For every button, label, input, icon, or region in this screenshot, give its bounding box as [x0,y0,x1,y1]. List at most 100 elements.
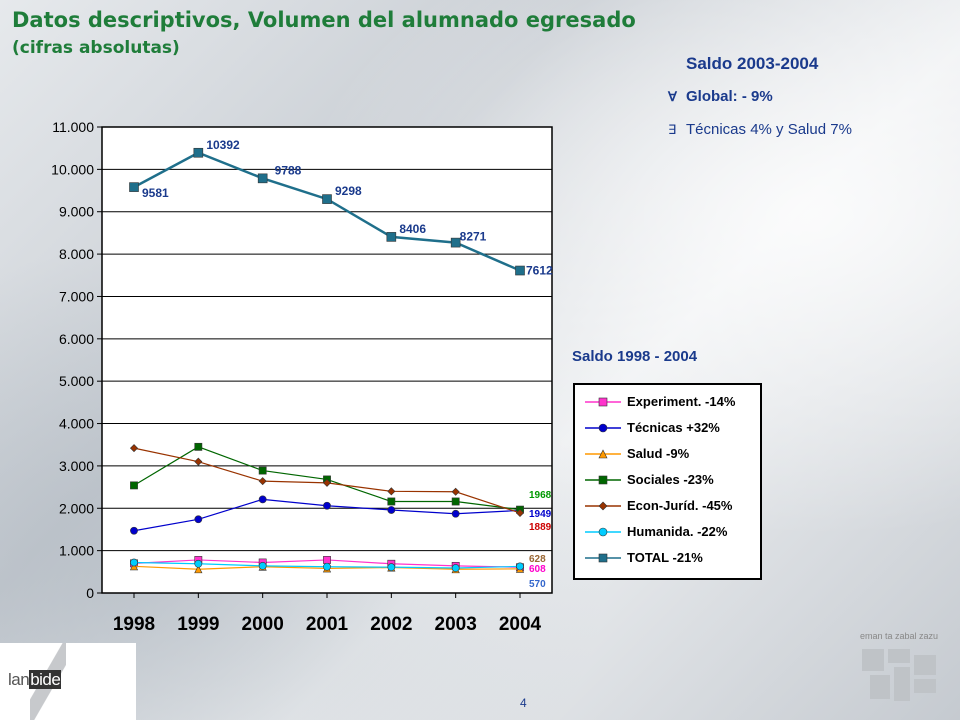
legend-swatch [585,397,621,407]
y-tick-label: 10.000 [51,161,94,177]
legend-label: Experiment. -14% [627,394,736,409]
chart-legend: Experiment. -14% Técnicas +32% Salud -9% So… [573,383,762,580]
data-point [387,487,396,496]
data-label: 10392 [206,138,240,152]
legend-label: Humanida. -22% [627,524,728,539]
legend-swatch [585,475,621,485]
end-value-label: 628 [529,554,546,565]
end-value-label: 1949 [529,509,552,520]
x-tick-label: 2003 [435,614,477,635]
legend-swatch-marker [598,501,608,511]
gov-tagline: eman ta zabal zazu [860,631,939,641]
data-point [387,563,396,572]
x-tick-label: 1998 [113,614,155,635]
y-tick-label: 11.000 [52,119,94,135]
logo-text-bide: bide [29,670,62,689]
x-tick-label: 1999 [177,614,219,635]
data-point [194,565,203,574]
data-label: 8271 [460,230,487,244]
x-tick-label: 2004 [499,614,542,635]
bullet-global: ∀ Global: - 9% [668,88,773,105]
line-chart: 0 1.000 2.000 3.000 4.000 5.000 6.000 7.000 8.00… [51,119,553,635]
data-point [450,237,461,248]
data-label: 9581 [142,186,169,200]
data-label: 9788 [275,163,302,177]
legend-swatch [585,423,621,433]
data-point [130,558,138,567]
y-tick-label: 3.000 [59,458,94,474]
data-point [130,526,138,535]
y-tick-label: 1.000 [59,543,94,559]
x-tick-label: 2000 [242,614,284,635]
data-point [323,556,331,564]
bullet-marker-icon: ∃ [668,122,677,137]
y-tick-label: 2.000 [59,500,94,516]
end-value-label: 1968 [529,490,552,501]
bullet-tecnicas-salud: ∃ Técnicas 4% y Salud 7% [668,121,852,138]
y-tick-label: 7.000 [59,288,94,304]
data-point [194,559,203,568]
legend-swatch [585,553,621,563]
x-tick-label: 2001 [306,614,349,635]
bullet-marker-icon: ∀ [668,89,677,104]
legend-swatch-marker [598,475,608,485]
x-tick-label: 2002 [370,614,412,635]
y-tick-label: 8.000 [59,246,94,262]
data-point [451,497,460,506]
data-point [322,478,332,487]
saldo-2003-2004-title: Saldo 2003-2004 [686,54,819,73]
bullet-global-text: Global: - 9% [686,88,773,105]
data-point [257,173,268,184]
page-number: 4 [520,696,527,710]
data-point [323,501,331,510]
data-label: 8406 [399,222,426,236]
logo-text-lan: lan [8,670,30,689]
legend-swatch-marker [598,397,608,407]
data-label: 9298 [335,184,362,198]
bullet-tecnicas-text: Técnicas 4% y Salud 7% [686,121,852,138]
legend-label: Sociales -23% [627,472,714,487]
data-point [387,506,396,514]
data-point [193,147,204,158]
legend-swatch-marker [598,553,608,563]
data-point [258,466,267,475]
data-point [258,495,267,504]
page-title: Datos descriptivos, Volumen del alumnado… [12,8,636,32]
end-value-label: 1889 [529,522,552,533]
saldo-1998-2004-title: Saldo 1998 - 2004 [572,348,698,365]
data-point [258,477,267,486]
page-subtitle: (cifras absolutas) [12,38,180,58]
data-point [515,508,525,517]
end-value-label: 608 [529,564,546,575]
data-point [194,457,203,466]
data-point [451,487,460,496]
legend-label: Técnicas +32% [627,420,720,435]
legend-label: Salud -9% [627,446,690,461]
lanbide-logo: lanbide [8,670,62,690]
data-point [194,515,203,524]
legend-swatch [585,527,621,537]
legend-swatch-marker [598,527,608,537]
y-tick-label: 9.000 [59,204,94,220]
plot-area [101,126,553,594]
data-point [387,497,396,506]
data-point [194,442,203,451]
data-point [258,561,267,570]
legend-swatch-marker [598,449,608,459]
data-point [323,562,331,571]
data-point [322,194,332,204]
y-tick-label: 5.000 [59,373,94,389]
end-value-label: 570 [529,579,546,590]
data-point [129,444,139,453]
data-label: 7612 [526,264,553,278]
legend-swatch-marker [598,423,608,433]
basque-government-logo-icon [862,649,936,701]
legend-label: Econ-Juríd. -45% [627,498,733,513]
data-point [451,564,460,572]
legend-swatch [585,449,621,459]
y-tick-label: 6.000 [59,331,94,347]
data-point [515,265,525,276]
data-point [129,182,139,192]
data-point [386,232,397,242]
data-point [516,562,524,571]
